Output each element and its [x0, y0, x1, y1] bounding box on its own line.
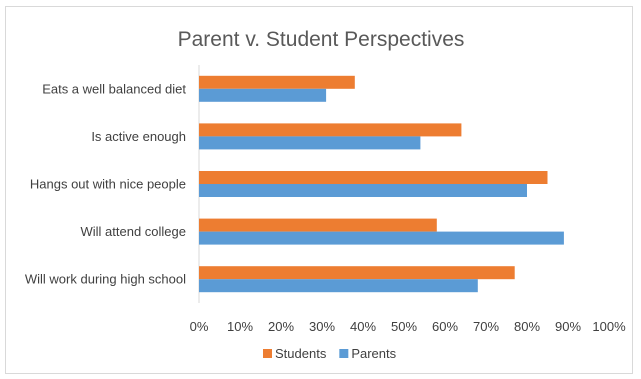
legend-label-parents: Parents [351, 346, 396, 361]
bar-parents-0 [199, 88, 327, 102]
bar-parents-3 [199, 231, 564, 245]
bar-parents-4 [199, 279, 478, 293]
legend-swatch-students [263, 349, 272, 358]
legend: Students Parents [263, 346, 397, 361]
bar-students-3 [199, 218, 437, 232]
category-label: Is active enough [91, 129, 186, 144]
x-tick-labels: 0% 10% 20% 30% 40% 50% 60% 70% 80% 90% 100% [190, 319, 626, 334]
bar-parents-1 [199, 136, 421, 150]
x-tick-label: 70% [473, 319, 499, 334]
x-tick-label: 30% [309, 319, 335, 334]
x-tick-label: 40% [350, 319, 376, 334]
bar-students-4 [199, 266, 515, 280]
legend-swatch-parents [339, 349, 349, 358]
category-labels: Eats a well balanced diet Is active enoug… [25, 81, 187, 286]
category-label: Hangs out with nice people [30, 177, 186, 192]
x-tick-label: 50% [391, 319, 417, 334]
x-tick-label: 10% [227, 319, 253, 334]
category-label: Will work during high school [25, 272, 186, 287]
category-label: Will attend college [81, 224, 187, 239]
x-tick-label: 90% [555, 319, 581, 334]
x-tick-label: 0% [190, 319, 209, 334]
bar-students-0 [199, 75, 355, 89]
bars-group [199, 75, 564, 293]
category-label: Eats a well balanced diet [42, 81, 186, 96]
x-tick-label: 60% [432, 319, 458, 334]
x-tick-label: 100% [592, 319, 626, 334]
x-tick-label: 20% [268, 319, 294, 334]
bar-parents-2 [199, 184, 527, 197]
x-tick-label: 80% [514, 319, 540, 334]
legend-label-students: Students [275, 346, 327, 361]
bar-students-1 [199, 123, 462, 137]
bar-students-2 [199, 171, 548, 184]
chart-title: Parent v. Student Perspectives [178, 28, 465, 51]
